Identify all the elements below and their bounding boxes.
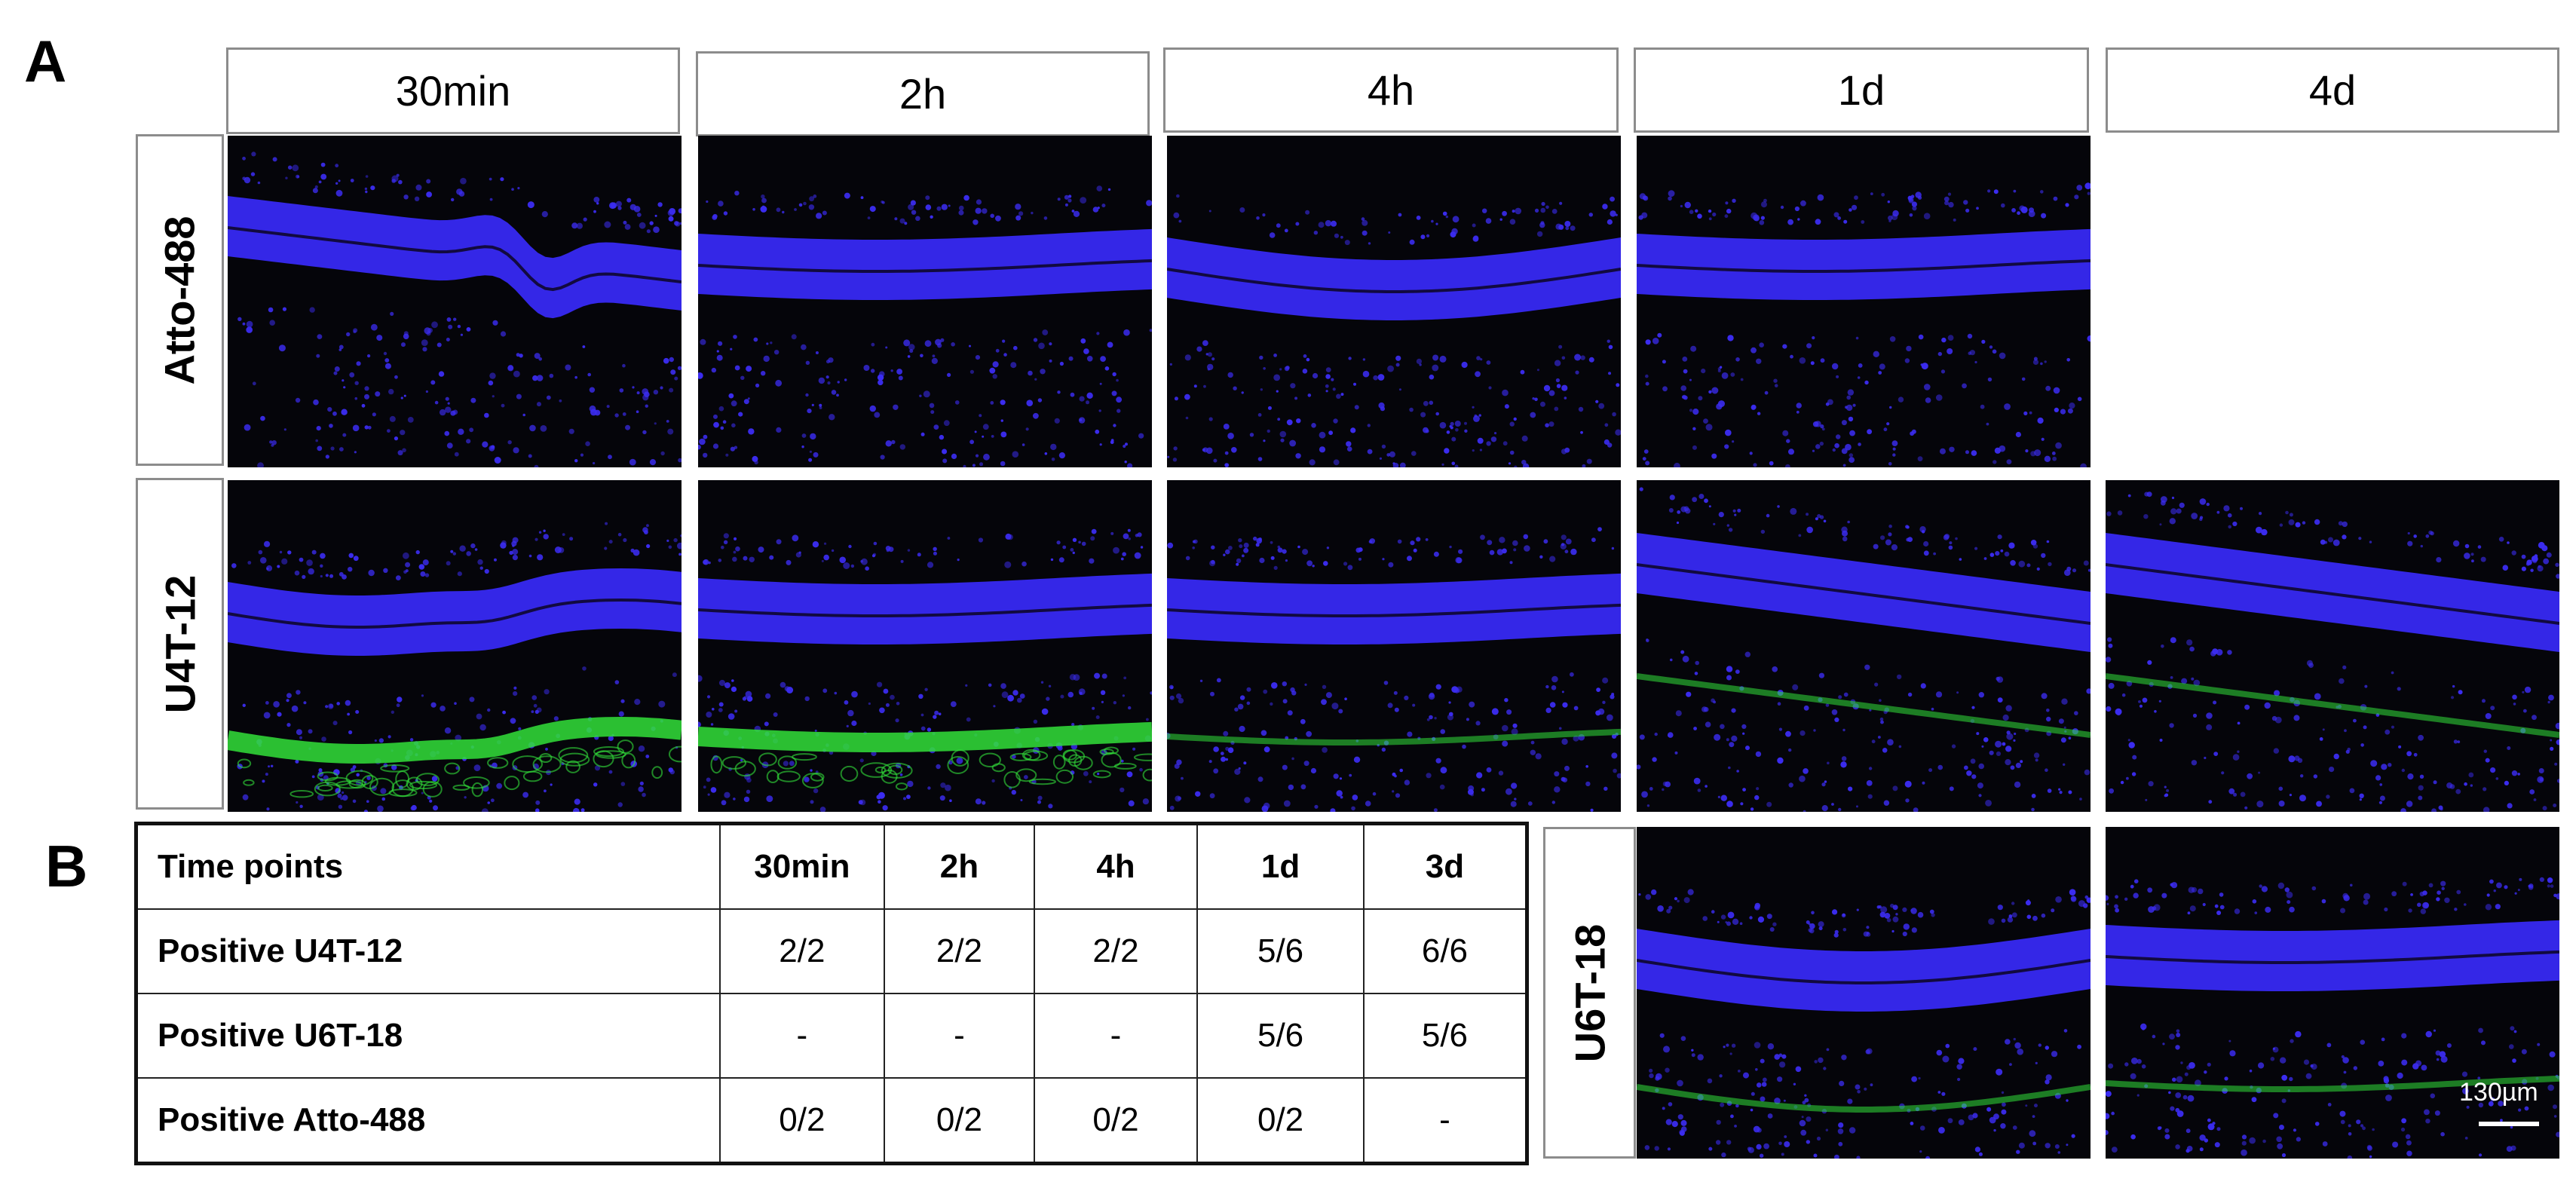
table-cell: - [1362, 1077, 1528, 1165]
row-header-u6t-18: U6T-18 [1543, 827, 1636, 1159]
column-header-4h: 4h [1163, 47, 1619, 133]
row-label-atto-488: Atto-488 [156, 215, 204, 385]
image-u4t-12-2h [698, 480, 1152, 812]
image-atto-488-30min [228, 136, 682, 467]
table-header-cell: 2h [884, 822, 1035, 910]
table-row-label: Positive U4T-12 [135, 908, 721, 994]
row-header-atto-488: Atto-488 [136, 134, 224, 466]
table-header-cell: 30min [718, 822, 886, 910]
image-u4t-12-4h [1167, 480, 1621, 812]
column-header-2h: 2h [696, 51, 1150, 136]
table-row-label: Positive Atto-488 [135, 1077, 721, 1165]
table-header-cell: Time points [135, 822, 721, 910]
row-header-u4t-12: U4T-12 [136, 478, 224, 810]
row-label-u4t-12: U4T-12 [156, 574, 204, 713]
table-header-cell: 4h [1033, 822, 1199, 910]
image-u6t-18-1d [1637, 827, 2091, 1159]
column-header-30min: 30min [226, 47, 680, 134]
table-cell: 0/2 [884, 1077, 1035, 1165]
panel-b-label: B [45, 833, 88, 899]
image-u4t-12-30min [228, 480, 682, 812]
table-cell: 5/6 [1196, 908, 1365, 994]
table-header-row: Time points 30min 2h 4h 1d 3d [135, 822, 1528, 910]
table-cell: 2/2 [718, 908, 886, 994]
column-header-4d: 4d [2106, 47, 2559, 133]
table-cell: 0/2 [1196, 1077, 1365, 1165]
table-cell: 5/6 [1196, 993, 1365, 1079]
panel-a-label: A [24, 28, 67, 94]
image-u4t-12-1d [1637, 480, 2091, 812]
scale-bar [2479, 1122, 2539, 1126]
image-atto-488-2h [698, 136, 1152, 467]
table-row-label: Positive U6T-18 [135, 993, 721, 1079]
table-cell: 0/2 [718, 1077, 886, 1165]
table-cell: - [1033, 993, 1199, 1079]
image-atto-488-4h [1167, 136, 1621, 467]
table-cell: 2/2 [1033, 908, 1199, 994]
column-header-1d: 1d [1634, 47, 2089, 133]
table-row: Positive U4T-12 2/2 2/2 2/2 5/6 6/6 [135, 908, 1528, 994]
table-cell: 2/2 [884, 908, 1035, 994]
row-label-u6t-18: U6T-18 [1566, 923, 1614, 1062]
table-cell: - [718, 993, 886, 1079]
image-atto-488-1d [1637, 136, 2091, 467]
table-row: Positive Atto-488 0/2 0/2 0/2 0/2 - [135, 1077, 1528, 1165]
image-u4t-12-4d [2106, 480, 2559, 812]
table-row: Positive U6T-18 - - - 5/6 5/6 [135, 993, 1528, 1079]
image-u6t-18-4d [2106, 827, 2559, 1159]
table-cell: 6/6 [1362, 908, 1528, 994]
table-cell: 0/2 [1033, 1077, 1199, 1165]
table-cell: 5/6 [1362, 993, 1528, 1079]
summary-table: Time points 30min 2h 4h 1d 3d Positive U… [134, 822, 1529, 1165]
scale-bar-label: 130µm [2459, 1078, 2538, 1107]
table-header-cell: 3d [1362, 822, 1528, 910]
table-header-cell: 1d [1196, 822, 1365, 910]
table-cell: - [884, 993, 1035, 1079]
